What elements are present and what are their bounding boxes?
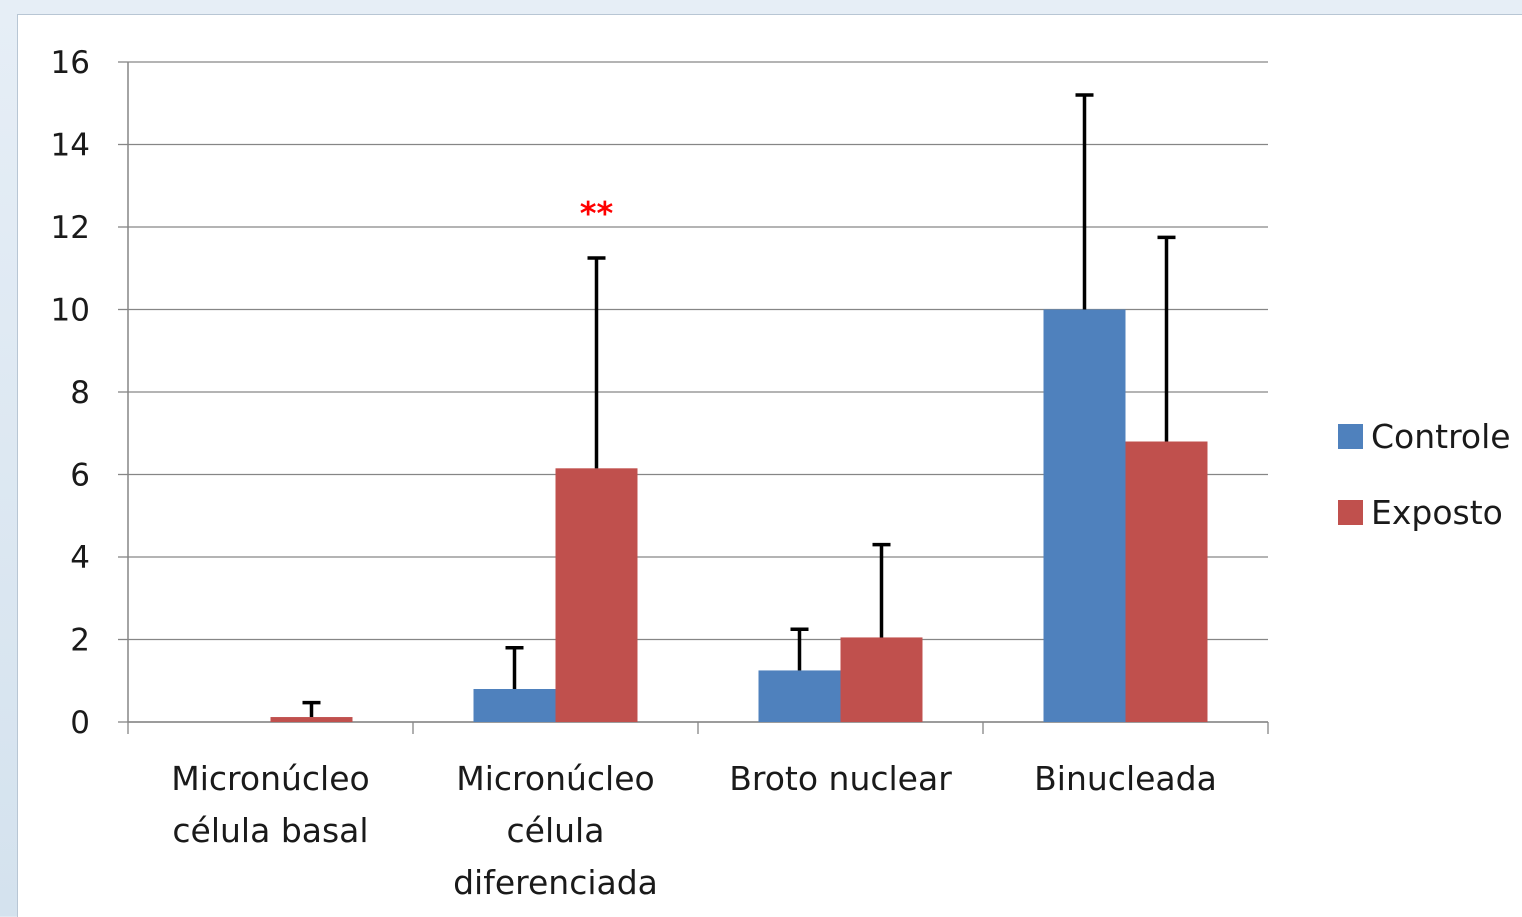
y-tick-label-2: 2 — [70, 623, 90, 659]
bar-controle-1 — [473, 689, 556, 722]
chart-area — [17, 14, 1522, 917]
y-tick-label-6: 6 — [70, 458, 90, 494]
y-tick-label-16: 16 — [51, 45, 90, 81]
significance-annotation-0: ** — [580, 194, 614, 232]
bar-exposto-0 — [270, 717, 353, 722]
y-tick-label-4: 4 — [70, 540, 90, 576]
y-tick-label-10: 10 — [51, 293, 90, 329]
legend-label-controle: Controle — [1371, 417, 1511, 456]
y-tick-label-0: 0 — [70, 705, 90, 741]
bar-exposto-3 — [1125, 441, 1208, 722]
x-category-label-1-2: diferenciada — [453, 863, 658, 902]
x-category-label-3-0: Binucleada — [1034, 759, 1217, 798]
x-category-label-0-1: célula basal — [172, 811, 368, 850]
x-category-label-0-0: Micronúcleo — [171, 759, 369, 798]
x-category-label-1-1: célula — [507, 811, 605, 850]
bar-controle-3 — [1043, 309, 1126, 722]
y-tick-label-14: 14 — [51, 128, 90, 164]
x-category-label-1-0: Micronúcleo — [456, 759, 654, 798]
bar-exposto-2 — [840, 637, 923, 722]
legend-label-exposto: Exposto — [1371, 493, 1503, 532]
x-category-label-2-0: Broto nuclear — [729, 759, 952, 798]
y-tick-label-12: 12 — [51, 210, 90, 246]
legend-swatch-controle — [1338, 424, 1363, 449]
legend-swatch-exposto — [1338, 500, 1363, 525]
y-tick-label-8: 8 — [70, 375, 90, 411]
bar-controle-2 — [758, 670, 841, 722]
bar-exposto-1 — [555, 468, 638, 722]
